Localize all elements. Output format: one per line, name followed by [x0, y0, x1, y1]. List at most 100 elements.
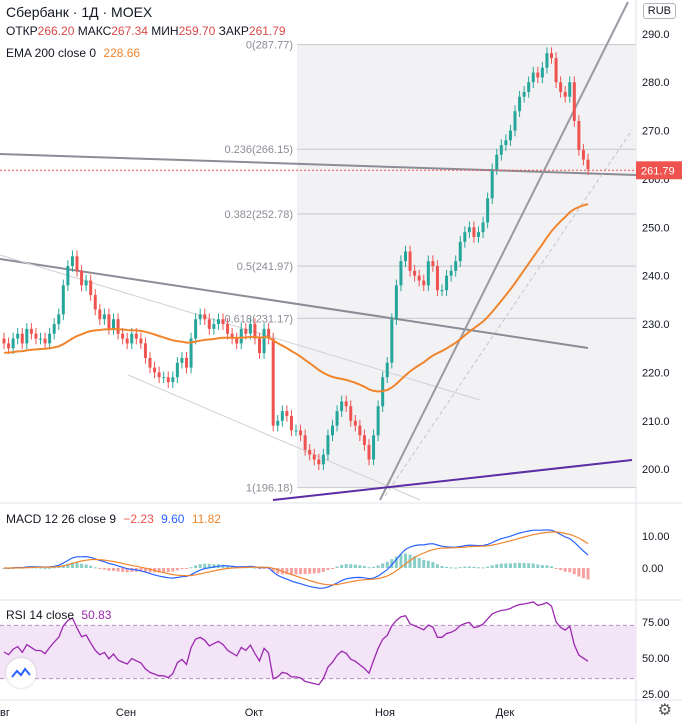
dashed-trend-line	[384, 129, 633, 497]
candle-body	[349, 406, 353, 421]
macd-histogram-bar	[499, 563, 503, 568]
rsi-tick-label: 25.00	[642, 689, 670, 701]
macd-histogram-bar	[66, 563, 70, 568]
candle-body	[143, 343, 147, 358]
last-price-badge	[636, 161, 682, 180]
candle-body	[134, 333, 138, 339]
macd-histogram-bar	[477, 567, 480, 569]
candle-body	[550, 53, 553, 59]
macd-histogram-bar	[467, 566, 471, 568]
candle-body	[285, 411, 289, 416]
macd-legend[interactable]: MACD 12 26 close 9 −2.23 9.60 11.82	[6, 512, 221, 526]
macd-histogram-bar	[308, 568, 312, 574]
rsi-band	[0, 625, 636, 679]
macd-histogram-bar	[495, 564, 499, 568]
candle-body	[531, 72, 535, 83]
macd-histogram-bar	[70, 562, 74, 568]
macd-histogram-bar	[417, 557, 421, 568]
macd-histogram-bar	[294, 568, 298, 575]
low-label: МИН	[151, 24, 179, 38]
macd-histogram-bar	[162, 568, 166, 573]
macd-histogram-bar	[207, 564, 211, 568]
macd-histogram-bar	[212, 564, 216, 568]
candle-body	[235, 338, 239, 344]
candle-body	[25, 328, 29, 344]
candle-body	[431, 261, 435, 267]
candle-body	[312, 454, 316, 460]
macd-histogram-bar	[504, 563, 508, 568]
candle-body	[385, 362, 389, 378]
candle-body	[472, 227, 476, 237]
candle-body	[340, 401, 344, 412]
candle-body	[554, 58, 558, 83]
ema-legend[interactable]: EMA 200 close 0 228.66	[6, 46, 140, 60]
macd-histogram-bar	[577, 568, 581, 577]
macd-histogram-bar	[226, 565, 230, 568]
gear-icon[interactable]: ⚙	[657, 702, 672, 719]
candle-body	[29, 328, 33, 334]
candle-body	[317, 459, 321, 465]
candle-body	[454, 261, 458, 271]
candle-body	[367, 444, 371, 460]
macd-histogram-bar	[48, 567, 52, 569]
fib-level-label: 0.382(252.78)	[225, 209, 294, 221]
price-tick-label: 280.0	[642, 77, 670, 89]
chart-title: Сбербанк · 1Д · MOEX	[6, 4, 153, 20]
macd-histogram-bar	[93, 567, 97, 569]
macd-histogram-bar	[84, 564, 88, 568]
candle-body	[2, 338, 6, 344]
macd-histogram-bar	[422, 559, 426, 568]
rsi-legend[interactable]: RSI 14 close 50.83	[6, 608, 111, 622]
macd-histogram-bar	[531, 563, 535, 568]
candle-body	[207, 319, 211, 329]
high-label: МАКС	[77, 24, 112, 38]
candle-body	[175, 362, 179, 378]
currency-button[interactable]: RUB	[642, 3, 676, 19]
candle-body	[413, 270, 417, 276]
uptrend-line	[379, 1, 629, 501]
trend-line	[0, 258, 589, 349]
candle-body	[358, 425, 362, 436]
price-tick-label: 270.0	[642, 126, 670, 138]
macd-histogram-bar	[413, 556, 417, 568]
macd-histogram-bar	[185, 568, 188, 569]
last-price-label: 261.79	[641, 165, 675, 177]
macd-histogram-bar	[112, 568, 115, 571]
macd-histogram-bar	[545, 565, 549, 568]
candle-body	[130, 333, 134, 344]
candle-body	[559, 82, 563, 92]
macd-histogram-bar	[385, 561, 389, 568]
candle-body	[162, 377, 166, 379]
macd-histogram-bar	[43, 567, 47, 569]
candle-body	[344, 401, 348, 407]
price-tick-label: 250.0	[642, 222, 670, 234]
ema-label: EMA 200 close 0	[6, 46, 97, 60]
candle-body	[404, 251, 407, 262]
candle-body	[116, 319, 120, 334]
candle-body	[276, 420, 280, 426]
macd-histogram-bar	[536, 564, 540, 568]
candle-body	[148, 357, 152, 368]
ema-value: 228.66	[103, 46, 141, 60]
fib-level-label: 0.618(231.17)	[225, 313, 294, 325]
macd-histogram-bar	[572, 568, 576, 575]
tradingview-logo[interactable]	[6, 658, 36, 688]
macd-histogram-bar	[180, 568, 184, 570]
macd-histogram-bar	[481, 567, 485, 569]
rsi-line	[3, 601, 589, 686]
macd-histogram-bar	[143, 568, 147, 572]
macd-histogram-bar	[198, 564, 202, 568]
candle-body	[221, 319, 225, 325]
candle-body	[376, 406, 380, 436]
macd-histogram-bar	[125, 568, 129, 573]
price-tick-label: 210.0	[642, 416, 670, 428]
candle-body	[16, 333, 20, 339]
fib-level-label: 0(287.77)	[246, 40, 293, 52]
macd-histogram-bar	[289, 568, 293, 575]
macd-histogram-bar	[258, 568, 261, 569]
candle-body	[586, 159, 590, 170]
macd-histogram-bar	[518, 562, 522, 568]
candle-body	[394, 285, 398, 320]
candle-body	[267, 328, 271, 339]
